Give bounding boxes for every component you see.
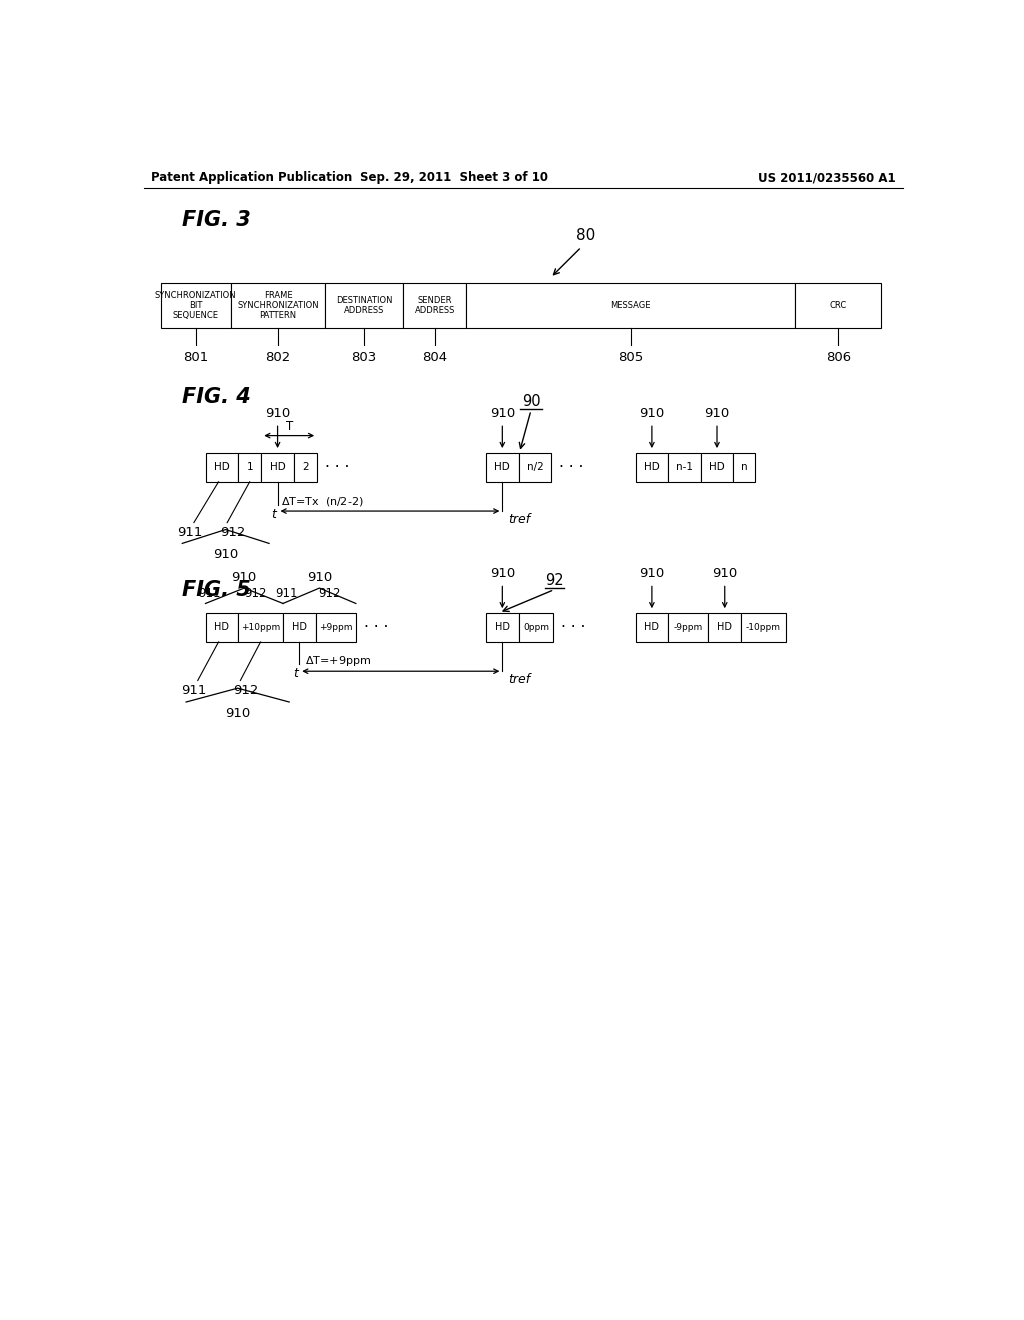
Bar — [294, 453, 317, 482]
Text: 2: 2 — [302, 462, 309, 473]
Text: HD: HD — [710, 462, 725, 473]
Text: 803: 803 — [351, 351, 377, 364]
Text: 912: 912 — [245, 587, 267, 601]
Text: FIG. 5: FIG. 5 — [182, 579, 251, 599]
Text: SYNCHRONIZATION
BIT
SEQUENCE: SYNCHRONIZATION BIT SEQUENCE — [155, 290, 237, 321]
Text: US 2011/0235560 A1: US 2011/0235560 A1 — [758, 172, 895, 185]
Text: Patent Application Publication: Patent Application Publication — [152, 172, 352, 185]
Bar — [636, 612, 669, 642]
Text: 804: 804 — [422, 351, 447, 364]
Text: 1: 1 — [247, 462, 253, 473]
Text: · · ·: · · · — [561, 620, 586, 635]
Text: HD: HD — [644, 622, 659, 632]
Bar — [795, 284, 882, 327]
Text: 912: 912 — [233, 684, 258, 697]
Text: +10ppm: +10ppm — [241, 623, 281, 632]
Text: $\Delta$T=+9ppm: $\Delta$T=+9ppm — [305, 655, 372, 668]
Text: HD: HD — [214, 622, 229, 632]
Text: · · ·: · · · — [364, 620, 388, 635]
Text: 910: 910 — [231, 572, 257, 585]
Text: HD: HD — [495, 622, 510, 632]
Text: 910: 910 — [712, 568, 737, 581]
Bar — [486, 612, 518, 642]
Text: n-1: n-1 — [676, 462, 693, 473]
Text: HD: HD — [495, 462, 510, 473]
Bar — [669, 453, 700, 482]
Bar — [700, 453, 733, 482]
Text: HD: HD — [292, 622, 307, 632]
Bar — [403, 284, 466, 327]
Bar — [206, 612, 238, 642]
Text: 806: 806 — [825, 351, 851, 364]
Text: 912: 912 — [220, 525, 246, 539]
Text: t: t — [271, 508, 276, 521]
Bar — [206, 453, 238, 482]
Bar — [636, 453, 669, 482]
Text: Sep. 29, 2011  Sheet 3 of 10: Sep. 29, 2011 Sheet 3 of 10 — [359, 172, 548, 185]
Bar — [325, 284, 403, 327]
Text: T: T — [286, 420, 293, 433]
Text: 912: 912 — [318, 587, 341, 601]
Text: MESSAGE: MESSAGE — [610, 301, 651, 310]
Text: 802: 802 — [265, 351, 291, 364]
Text: 910: 910 — [213, 548, 239, 561]
Text: +9ppm: +9ppm — [318, 623, 352, 632]
Text: 910: 910 — [639, 407, 665, 420]
Text: HD: HD — [269, 462, 286, 473]
Text: 910: 910 — [705, 407, 730, 420]
Bar — [231, 284, 325, 327]
Bar — [238, 612, 283, 642]
Text: 911: 911 — [177, 525, 203, 539]
Text: FIG. 4: FIG. 4 — [182, 387, 251, 407]
Text: 92: 92 — [545, 573, 563, 589]
Text: FIG. 3: FIG. 3 — [182, 210, 251, 230]
Text: 910: 910 — [489, 568, 515, 581]
Text: tref: tref — [509, 673, 530, 686]
Text: n/2: n/2 — [526, 462, 544, 473]
Text: 910: 910 — [265, 407, 290, 420]
Bar — [709, 612, 741, 642]
Text: FRAME
SYNCHRONIZATION
PATTERN: FRAME SYNCHRONIZATION PATTERN — [238, 290, 318, 321]
Text: SENDER
ADDRESS: SENDER ADDRESS — [415, 296, 455, 315]
Text: 910: 910 — [639, 568, 665, 581]
Text: 805: 805 — [617, 351, 643, 364]
Text: 90: 90 — [521, 393, 541, 409]
Text: n: n — [740, 462, 748, 473]
Bar — [261, 453, 294, 482]
Text: 801: 801 — [183, 351, 209, 364]
Bar — [741, 612, 786, 642]
Text: 910: 910 — [489, 407, 515, 420]
Text: 911: 911 — [198, 587, 220, 601]
Text: 911: 911 — [275, 587, 298, 601]
Text: -9ppm: -9ppm — [674, 623, 702, 632]
Bar — [518, 612, 554, 642]
Bar — [486, 453, 518, 482]
Text: t: t — [293, 667, 298, 680]
Text: 911: 911 — [181, 684, 207, 697]
Text: HD: HD — [717, 622, 732, 632]
Text: 0ppm: 0ppm — [523, 623, 549, 632]
Text: 910: 910 — [225, 706, 250, 719]
Text: CRC: CRC — [829, 301, 847, 310]
Text: · · ·: · · · — [559, 459, 584, 475]
Bar — [733, 453, 755, 482]
Text: $\Delta$T=Tx  (n/2-2): $\Delta$T=Tx (n/2-2) — [282, 495, 364, 508]
Bar — [315, 612, 356, 642]
Text: 80: 80 — [575, 228, 595, 243]
Text: tref: tref — [509, 512, 530, 525]
Bar — [161, 284, 231, 327]
Bar — [283, 612, 315, 642]
Text: HD: HD — [644, 462, 659, 473]
Text: DESTINATION
ADDRESS: DESTINATION ADDRESS — [336, 296, 392, 315]
Text: · · ·: · · · — [325, 459, 349, 475]
Bar — [669, 612, 709, 642]
Bar — [238, 453, 261, 482]
Text: -10ppm: -10ppm — [746, 623, 781, 632]
Text: HD: HD — [214, 462, 229, 473]
Text: 910: 910 — [307, 572, 332, 585]
Bar — [466, 284, 795, 327]
Bar — [518, 453, 551, 482]
